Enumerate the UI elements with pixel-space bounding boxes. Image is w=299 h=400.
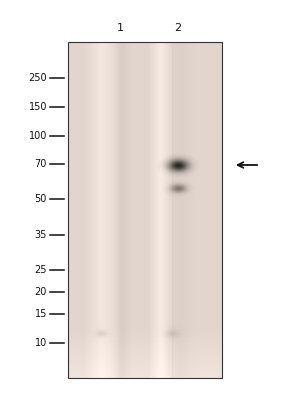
Text: 50: 50 — [35, 194, 47, 204]
Text: 35: 35 — [35, 230, 47, 240]
Text: 10: 10 — [35, 338, 47, 348]
Text: 20: 20 — [35, 287, 47, 297]
Text: 250: 250 — [28, 73, 47, 83]
Text: 100: 100 — [29, 131, 47, 141]
Text: 1: 1 — [117, 23, 123, 33]
Text: 2: 2 — [174, 23, 181, 33]
Bar — [68, 42, 222, 378]
Text: 70: 70 — [35, 159, 47, 169]
Text: 150: 150 — [28, 102, 47, 112]
Text: 25: 25 — [34, 265, 47, 275]
Text: 15: 15 — [35, 309, 47, 319]
